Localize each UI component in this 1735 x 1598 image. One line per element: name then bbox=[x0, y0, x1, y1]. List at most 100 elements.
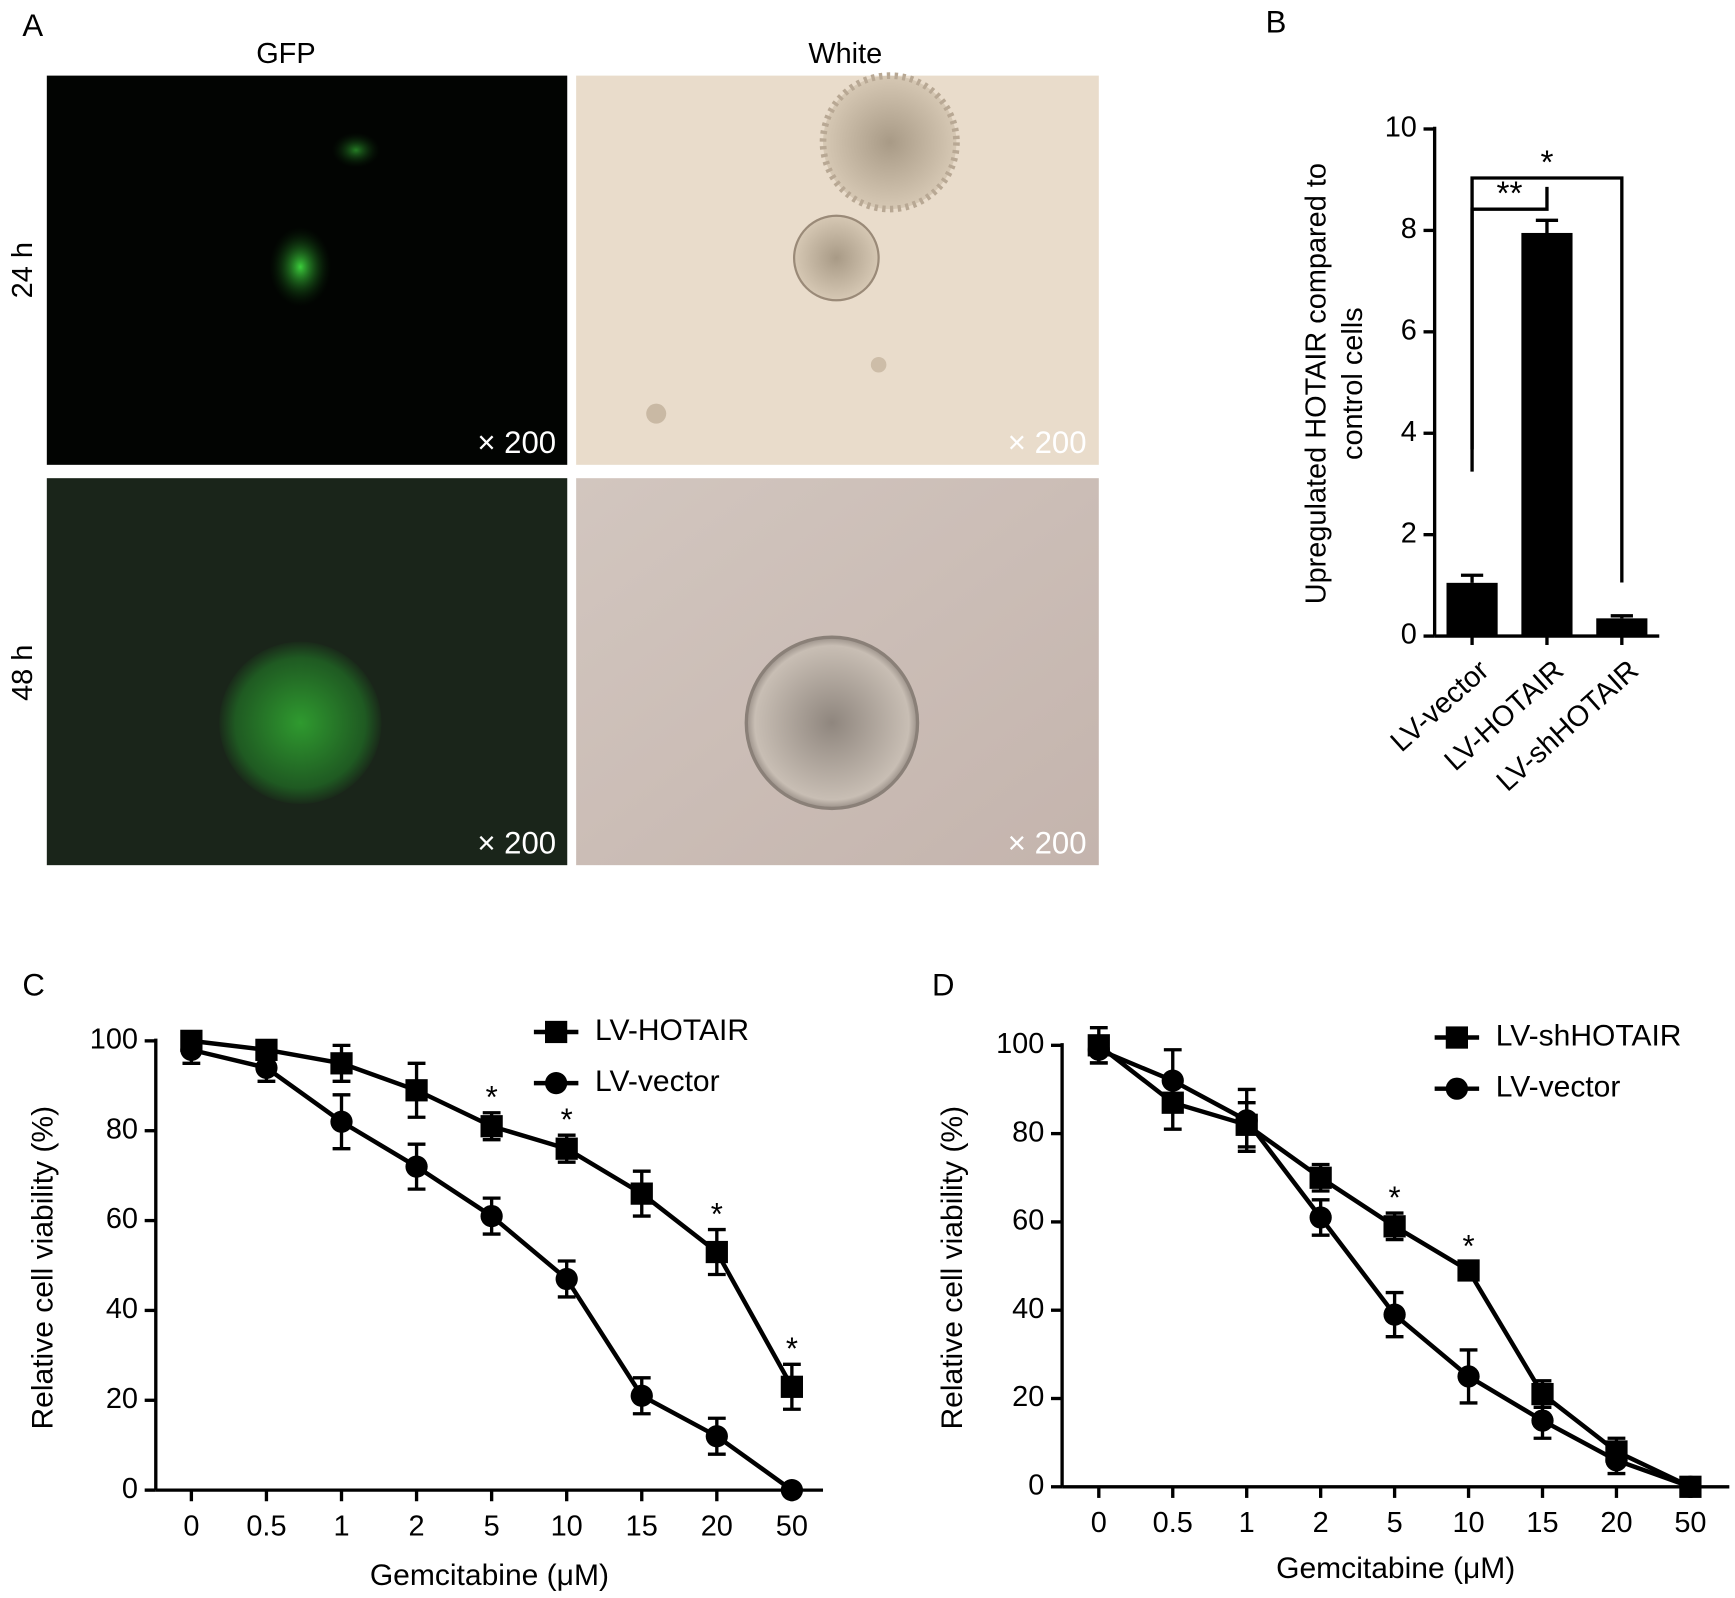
y-tick-label: 0 bbox=[122, 1473, 138, 1505]
x-tick-label: 10 bbox=[1452, 1507, 1484, 1539]
significance-label: * bbox=[1540, 144, 1553, 181]
line bbox=[1097, 1043, 1692, 1489]
column-label: GFP bbox=[256, 38, 315, 70]
magnification: × 200 bbox=[477, 425, 556, 460]
y-axis-label: Relative cell viability (%) bbox=[27, 1106, 60, 1430]
marker bbox=[780, 1479, 804, 1502]
y-tick-label: 60 bbox=[1012, 1205, 1044, 1237]
column-label: White bbox=[808, 38, 882, 70]
significance-label: ** bbox=[1497, 176, 1523, 213]
marker bbox=[330, 1052, 353, 1075]
marker bbox=[630, 1384, 653, 1407]
x-tick-label: 0 bbox=[1091, 1507, 1107, 1539]
y-tick-label: 80 bbox=[1012, 1116, 1044, 1148]
x-tick-label: 2 bbox=[409, 1511, 425, 1543]
y-tick-label: 20 bbox=[1012, 1381, 1044, 1413]
y-tick-label: 10 bbox=[1385, 112, 1417, 144]
marker bbox=[1309, 1206, 1332, 1229]
marker bbox=[1087, 1038, 1110, 1061]
y-tick-label: 2 bbox=[1401, 517, 1417, 549]
panel-label: D bbox=[932, 968, 954, 1003]
marker bbox=[1531, 1409, 1554, 1432]
y-tick-label: 0 bbox=[1401, 619, 1417, 651]
y-tick-label: 6 bbox=[1401, 314, 1417, 346]
y-tick-label: 100 bbox=[996, 1028, 1044, 1060]
significance-label: * bbox=[711, 1196, 723, 1231]
white-24h-image bbox=[576, 72, 1099, 465]
x-tick-label: 1 bbox=[333, 1511, 349, 1543]
marker bbox=[1235, 1109, 1258, 1132]
legend-marker bbox=[1445, 1077, 1469, 1100]
marker bbox=[1383, 1215, 1406, 1238]
marker bbox=[1457, 1259, 1480, 1282]
legend-label: LV-vector bbox=[1496, 1071, 1621, 1104]
significance-label: * bbox=[1462, 1229, 1474, 1264]
marker bbox=[555, 1137, 578, 1160]
x-axis-label: Gemcitabine (μM) bbox=[1276, 1552, 1515, 1585]
x-tick-label: 1 bbox=[1239, 1507, 1255, 1539]
y-tick-label: 0 bbox=[1028, 1469, 1044, 1501]
panel-label: C bbox=[22, 968, 44, 1003]
significance-label: * bbox=[1389, 1180, 1401, 1215]
x-tick-label: 2 bbox=[1313, 1507, 1329, 1539]
x-tick-label: 5 bbox=[1387, 1507, 1403, 1539]
white-48h-image bbox=[576, 478, 1099, 866]
marker bbox=[1383, 1303, 1406, 1326]
x-tick-label: 20 bbox=[1600, 1507, 1632, 1539]
y-tick-label: 40 bbox=[106, 1293, 138, 1325]
y-tick-label: 8 bbox=[1401, 213, 1417, 245]
marker bbox=[330, 1110, 353, 1133]
error-bar bbox=[1535, 218, 1559, 233]
significance-label: * bbox=[486, 1080, 498, 1115]
marker bbox=[480, 1204, 503, 1228]
bar bbox=[1596, 618, 1648, 637]
x-tick-label: 20 bbox=[701, 1511, 733, 1543]
marker bbox=[255, 1056, 278, 1079]
magnification: × 200 bbox=[1008, 425, 1087, 460]
x-tick-label: 10 bbox=[551, 1511, 583, 1543]
marker bbox=[1161, 1069, 1184, 1092]
marker bbox=[705, 1425, 728, 1448]
line bbox=[1097, 1047, 1692, 1489]
x-tick-label: 0.5 bbox=[1153, 1507, 1193, 1539]
row-label: 24 h bbox=[7, 242, 39, 298]
gfp-24h-image bbox=[46, 75, 568, 465]
marker bbox=[1679, 1475, 1702, 1498]
gfp-48h-image bbox=[46, 478, 568, 866]
x-tick-label: 0.5 bbox=[246, 1511, 286, 1543]
y-tick-label: 60 bbox=[106, 1203, 138, 1235]
marker bbox=[405, 1079, 428, 1102]
marker bbox=[780, 1375, 804, 1398]
x-tick-label: 15 bbox=[626, 1511, 658, 1543]
marker bbox=[180, 1038, 203, 1061]
bar bbox=[1521, 232, 1573, 637]
significance-label: * bbox=[561, 1102, 573, 1137]
marker bbox=[1605, 1449, 1628, 1472]
significance-label: * bbox=[786, 1331, 798, 1366]
y-tick-label: 4 bbox=[1401, 416, 1417, 448]
legend-marker bbox=[545, 1072, 568, 1095]
x-tick-label: 5 bbox=[484, 1511, 500, 1543]
magnification: × 200 bbox=[477, 825, 556, 860]
significance-bracket bbox=[1470, 176, 1624, 583]
x-tick-label: 50 bbox=[776, 1511, 808, 1543]
marker bbox=[705, 1240, 728, 1264]
marker bbox=[1531, 1382, 1554, 1406]
y-tick-label: 100 bbox=[90, 1024, 138, 1056]
y-tick-label: 80 bbox=[106, 1113, 138, 1145]
error-bar bbox=[1610, 614, 1633, 619]
marker bbox=[1309, 1166, 1332, 1189]
legend-label: LV-shHOTAIR bbox=[1496, 1019, 1682, 1052]
x-tick-label: 0 bbox=[183, 1511, 199, 1543]
legend-label: LV-vector bbox=[595, 1065, 720, 1098]
bar bbox=[1446, 582, 1498, 637]
error-bar bbox=[1460, 573, 1484, 583]
x-tick-label: 50 bbox=[1674, 1507, 1706, 1539]
marker bbox=[405, 1155, 428, 1178]
y-tick-label: 40 bbox=[1012, 1293, 1044, 1325]
row-label: 48 h bbox=[7, 645, 39, 701]
legend-marker bbox=[545, 1020, 568, 1044]
marker bbox=[630, 1182, 653, 1205]
